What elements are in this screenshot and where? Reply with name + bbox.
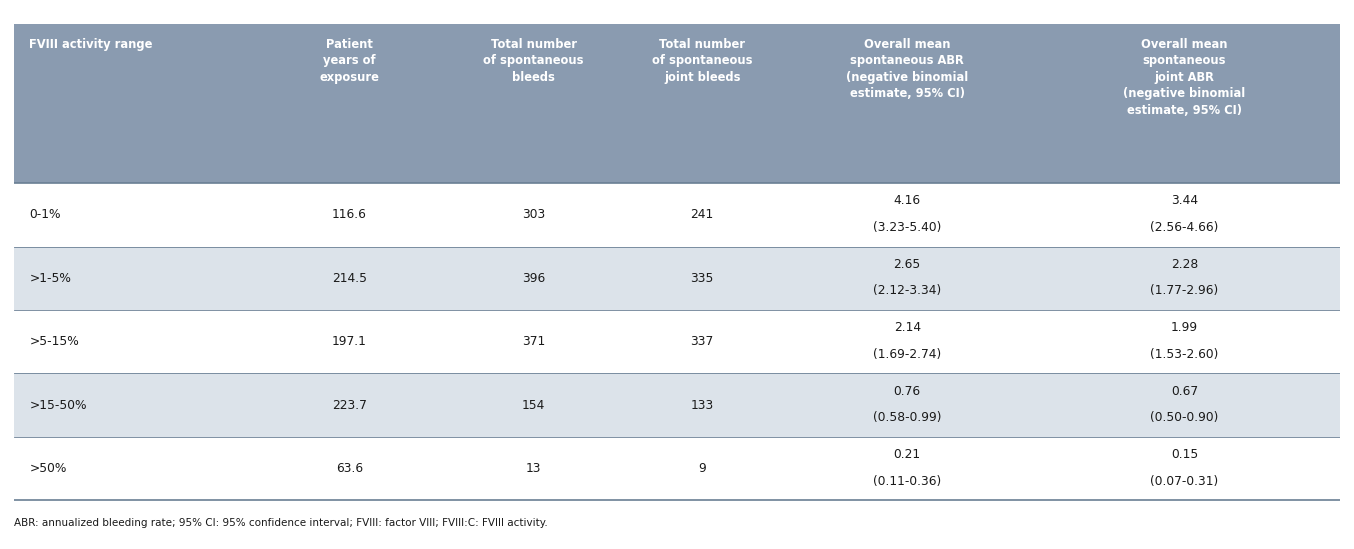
Text: (1.69-2.74): (1.69-2.74) [873, 348, 941, 361]
Text: 2.65: 2.65 [894, 258, 921, 271]
Text: 2.14: 2.14 [894, 321, 921, 334]
Text: 13: 13 [525, 462, 542, 475]
Text: 1.99: 1.99 [1171, 321, 1198, 334]
Text: 0.67: 0.67 [1171, 385, 1198, 398]
Text: 4.16: 4.16 [894, 194, 921, 208]
Text: >50%: >50% [30, 462, 66, 475]
Text: (1.77-2.96): (1.77-2.96) [1151, 284, 1219, 298]
Text: 335: 335 [691, 272, 714, 285]
Text: (3.23-5.40): (3.23-5.40) [873, 221, 941, 234]
Text: 9: 9 [699, 462, 705, 475]
Text: 3.44: 3.44 [1171, 194, 1198, 208]
Text: 0.15: 0.15 [1171, 448, 1198, 461]
Text: 197.1: 197.1 [332, 335, 367, 348]
Text: 116.6: 116.6 [332, 208, 367, 221]
Text: 0.21: 0.21 [894, 448, 921, 461]
Text: ABR: annualized bleeding rate; 95% CI: 95% confidence interval; FVIII: factor VI: ABR: annualized bleeding rate; 95% CI: 9… [14, 518, 547, 528]
Bar [14, 373, 1340, 437]
Text: 0.76: 0.76 [894, 385, 921, 398]
Text: (0.58-0.99): (0.58-0.99) [873, 411, 941, 424]
Bar [14, 24, 1340, 183]
Text: >5-15%: >5-15% [30, 335, 80, 348]
Bar [14, 310, 1340, 373]
Text: >15-50%: >15-50% [30, 399, 87, 412]
Bar [14, 247, 1340, 310]
Text: 133: 133 [691, 399, 714, 412]
Text: 396: 396 [523, 272, 546, 285]
Text: 241: 241 [691, 208, 714, 221]
Text: 223.7: 223.7 [332, 399, 367, 412]
Text: FVIII activity range: FVIII activity range [30, 38, 153, 51]
Text: Patient
years of
exposure: Patient years of exposure [320, 38, 379, 84]
Text: 2.28: 2.28 [1171, 258, 1198, 271]
Text: (2.12-3.34): (2.12-3.34) [873, 284, 941, 298]
Text: Overall mean
spontaneous
joint ABR
(negative binomial
estimate, 95% CI): Overall mean spontaneous joint ABR (nega… [1124, 38, 1246, 117]
Text: 63.6: 63.6 [336, 462, 363, 475]
Text: Total number
of spontaneous
joint bleeds: Total number of spontaneous joint bleeds [653, 38, 753, 84]
Bar [14, 183, 1340, 247]
Text: Total number
of spontaneous
bleeds: Total number of spontaneous bleeds [483, 38, 584, 84]
Text: 337: 337 [691, 335, 714, 348]
Text: 0-1%: 0-1% [30, 208, 61, 221]
Text: (2.56-4.66): (2.56-4.66) [1151, 221, 1219, 234]
Text: (1.53-2.60): (1.53-2.60) [1151, 348, 1219, 361]
Text: (0.11-0.36): (0.11-0.36) [873, 475, 941, 488]
Bar [14, 437, 1340, 501]
Text: 214.5: 214.5 [332, 272, 367, 285]
Text: 371: 371 [523, 335, 546, 348]
Text: 154: 154 [523, 399, 546, 412]
Text: >1-5%: >1-5% [30, 272, 72, 285]
Text: (0.07-0.31): (0.07-0.31) [1151, 475, 1219, 488]
Text: 303: 303 [523, 208, 546, 221]
Text: (0.50-0.90): (0.50-0.90) [1151, 411, 1219, 424]
Text: Overall mean
spontaneous ABR
(negative binomial
estimate, 95% CI): Overall mean spontaneous ABR (negative b… [846, 38, 968, 100]
